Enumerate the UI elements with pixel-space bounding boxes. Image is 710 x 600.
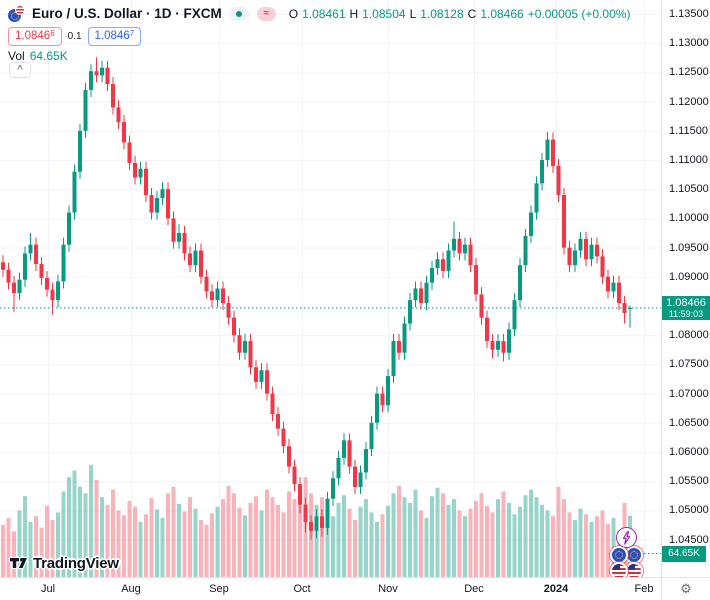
time-axis-label: Feb [634,583,654,595]
volume-value-tag: 64.65K [662,546,706,562]
price-axis-label: 1.06000 [669,446,709,458]
price-axis-label: 1.04500 [669,533,709,546]
ohlc-values: O 1.08461 H 1.08504 L 1.08128 C 1.08466 +0.0… [288,6,631,21]
price-axis-label: 1.10500 [669,183,709,196]
time-axis-label: Aug [121,583,141,595]
price-axis-label: 1.08000 [669,329,709,342]
buy-price-button[interactable]: 1.0846 7 [87,27,142,46]
price-axis-label: 1.11000 [669,154,708,166]
price-axis-label: 1.05000 [669,504,709,517]
axis-settings-corner: ⚙ [661,577,710,600]
price-axis-label: 1.07500 [669,358,709,371]
time-axis-label: Jul [40,583,56,595]
volume-legend: Vol 64.65K [8,49,68,63]
sell-price-button[interactable]: 1.0846 6 [8,27,62,46]
tradingview-logo[interactable]: TradingView [8,554,119,573]
time-axis-label: Oct [293,583,311,595]
market-open-dot-icon [236,10,243,17]
price-axis[interactable]: 1.13500 1.13000 1.12500 1.12000 1.11500 1.110… [661,0,710,577]
price-axis-label: 1.12500 [669,66,709,79]
price-axis-label: 1.07000 [669,387,709,400]
lightning-bubble-button[interactable] [616,527,637,548]
volume-current-value: 64.65K [29,49,68,63]
time-axis-label: Nov [378,583,398,595]
time-axis-label: Dec [464,583,484,595]
last-price-tag[interactable]: 1.08466 11:59:03 [662,295,710,320]
price-axis-label: 1.06500 [669,416,709,429]
price-axis-label: 1.13000 [669,37,709,50]
time-axis-label: 2024 [543,583,569,595]
bid-ask-panel: 1.0846 6 0.1 1.0846 7 [8,27,142,46]
spread-value: 0.1 [67,31,82,42]
us-flag-mini-icon [15,5,25,15]
chevron-up-icon: ^ [17,64,23,75]
tradingview-logo-mark-icon [8,556,29,570]
price-axis-label: 1.05500 [669,475,709,488]
change-value: +0.00005 (+0.00%) [527,6,631,21]
time-axis-label: Sep [209,583,229,595]
lightning-icon [622,530,631,545]
price-axis-label: 1.11500 [669,124,708,137]
chart-canvas[interactable] [0,0,661,577]
tradingview-logo-text: TradingView [33,555,119,572]
price-axis-label: 1.09000 [669,270,709,283]
time-axis[interactable]: Jul Aug Sep Oct Nov Dec 2024 Feb [0,577,661,600]
market-notes-icon[interactable]: ≈ [256,6,276,21]
price-axis-label: 1.13500 [669,8,709,20]
eurusd-pair-icon [8,5,25,22]
symbol-title[interactable]: Euro / U.S. Dollar · 1D · FXCM [32,6,222,21]
market-open-status-icon[interactable] [228,6,250,21]
collapse-pane-button[interactable]: ^ [9,62,31,78]
price-axis-label: 1.10000 [669,212,709,225]
bar-countdown: 11:59:03 [668,308,704,319]
chart-legend: Euro / U.S. Dollar · 1D · FXCM ≈ O 1.0846… [8,5,630,22]
settings-gear-icon[interactable]: ⚙ [680,581,692,596]
price-axis-label: 1.09500 [669,241,709,254]
price-axis-label: 1.12000 [669,95,709,108]
